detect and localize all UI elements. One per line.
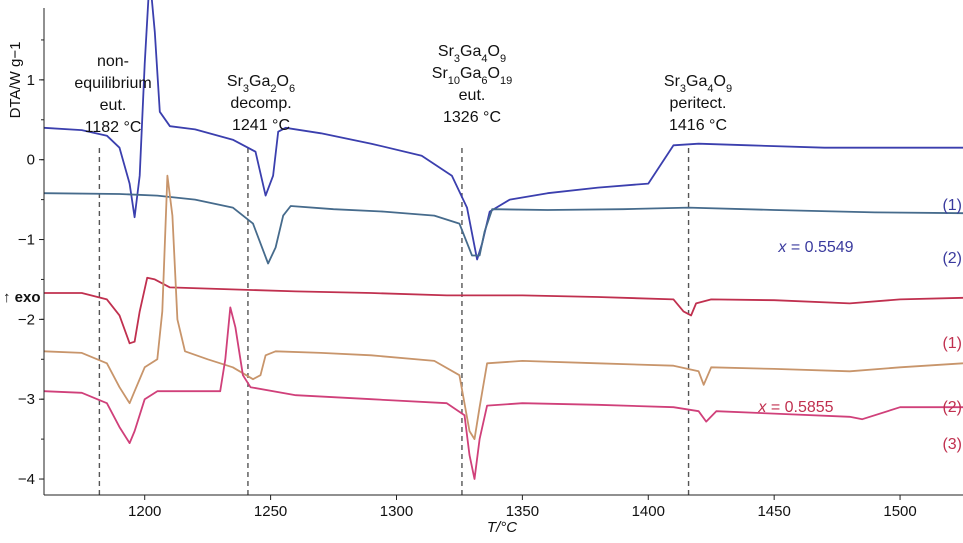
x-tick-label-3: 1350 — [506, 503, 539, 520]
series-line-1 — [43, 192, 963, 265]
x-tick-label-1: 1250 — [254, 503, 287, 520]
y-tick-label-0: 1 — [27, 72, 35, 89]
annotation-2-line-0: Sr3Ga4O9 — [438, 43, 506, 65]
y-tick-label-4: −3 — [18, 391, 35, 408]
group-label-0: x = 0.5549 — [777, 239, 853, 256]
x-tick-label-6: 1500 — [883, 503, 916, 520]
series-name-0: (1) — [942, 197, 962, 214]
series-line-4 — [43, 306, 963, 480]
annotation-1-line-2: 1241 °C — [232, 117, 290, 134]
dta-curves — [43, 0, 963, 480]
annotation-0-line-1: equilibrium — [74, 75, 151, 92]
annotation-0-line-0: non- — [97, 53, 129, 70]
annotation-1-line-1: decomp. — [230, 95, 291, 112]
x-tick-label-0: 1200 — [128, 503, 161, 520]
annotations: non-equilibrium eut. 1182 °C Sr3Ga2O6decomp… — [74, 43, 732, 136]
annotation-2-line-1: Sr10Ga6O19 — [432, 65, 512, 87]
x-axis-label: T/°C — [487, 519, 517, 536]
annotation-0-line-2: eut. — [100, 97, 127, 114]
axes — [43, 8, 963, 496]
annotation-3-line-0: Sr3Ga4O9 — [664, 73, 732, 95]
series-line-3 — [43, 174, 963, 440]
group-label-1: x = 0.5855 — [757, 399, 833, 416]
series-name-3: (2) — [942, 399, 962, 416]
series-labels: (1) (2) (1) (2) (3) x = 0.5549 x = 0.5855 — [757, 197, 962, 453]
transition-temperature-lines — [98, 148, 690, 495]
annotation-3-line-1: peritect. — [670, 95, 727, 112]
y-tick-label-2: −1 — [18, 232, 35, 249]
annotation-0-line-3: 1182 °C — [85, 119, 142, 136]
annotation-2-line-2: eut. — [459, 87, 486, 104]
x-tick-label-4: 1400 — [632, 503, 665, 520]
y-tick-label-3: −2 — [18, 311, 35, 328]
y-axis-label: DTA/W g−1 — [7, 42, 24, 119]
y-tick-label-5: −4 — [18, 471, 35, 488]
series-name-2: (1) — [942, 335, 962, 352]
series-name-1: (2) — [942, 250, 962, 267]
y-tick-label-1: 0 — [27, 152, 35, 169]
annotation-2-line-3: 1326 °C — [443, 109, 501, 126]
x-tick-label-5: 1450 — [757, 503, 790, 520]
series-name-4: (3) — [942, 436, 962, 453]
annotation-3-line-2: 1416 °C — [669, 117, 727, 134]
annotation-1-line-0: Sr3Ga2O6 — [227, 73, 295, 95]
x-tick-label-2: 1300 — [380, 503, 413, 520]
series-line-0 — [43, 0, 963, 261]
series-line-2 — [44, 276, 963, 345]
exo-label: ↑ exo — [3, 289, 41, 306]
tick-labels: 1200 1250 1300 1350 1400 1450 1500 1 0 −1 −2 −3 −4 — [18, 39, 917, 520]
